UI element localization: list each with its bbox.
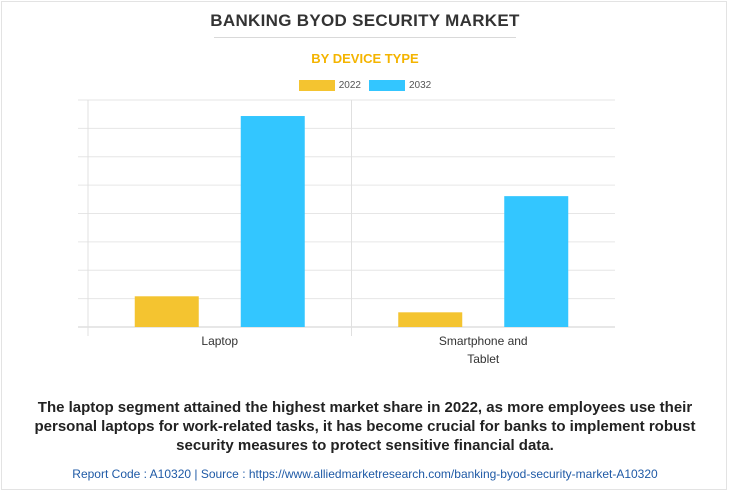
bar-2022-smartphone-and-tablet: [398, 312, 463, 327]
legend-item-2022: 2022: [298, 80, 361, 91]
bar-2032-laptop: [240, 116, 305, 327]
legend: 2022 2032: [0, 80, 730, 91]
chart-caption: The laptop segment attained the highest …: [34, 399, 696, 454]
bar-2022-laptop: [134, 296, 199, 327]
legend-item-2032: 2032: [369, 80, 431, 91]
legend-swatch-2032: [369, 80, 405, 91]
chart-title: BANKING BYOD SECURITY MARKET: [210, 11, 520, 30]
chart-subtitle: BY DEVICE TYPE: [311, 51, 419, 66]
legend-label-2032: 2032: [409, 80, 432, 91]
legend-swatch-2022: [298, 80, 335, 91]
source-footer: Report Code : A10320 | Source : https://…: [72, 467, 658, 481]
x-tick-label: Laptop: [201, 334, 238, 348]
legend-label-2022: 2022: [338, 80, 361, 91]
bar-2032-smartphone-and-tablet: [504, 196, 569, 327]
x-tick-label: Smartphone and: [439, 334, 528, 348]
title-divider: [214, 37, 516, 38]
x-tick-label: Tablet: [467, 352, 500, 366]
